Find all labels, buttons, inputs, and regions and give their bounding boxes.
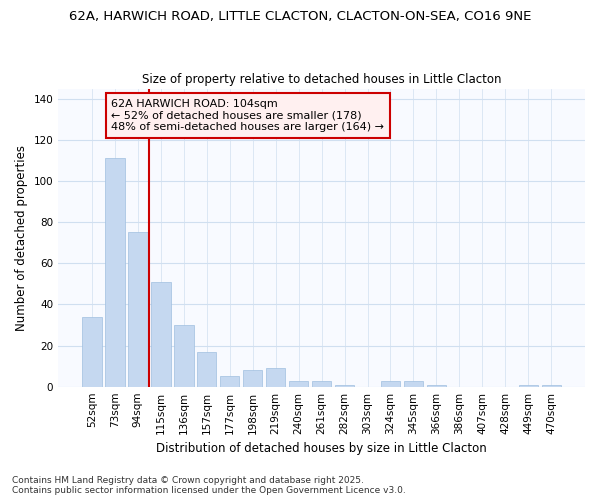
Bar bbox=[266, 368, 286, 386]
Bar bbox=[335, 384, 355, 386]
Y-axis label: Number of detached properties: Number of detached properties bbox=[15, 144, 28, 330]
Bar bbox=[220, 376, 239, 386]
Text: 62A, HARWICH ROAD, LITTLE CLACTON, CLACTON-ON-SEA, CO16 9NE: 62A, HARWICH ROAD, LITTLE CLACTON, CLACT… bbox=[69, 10, 531, 23]
Bar bbox=[243, 370, 262, 386]
Title: Size of property relative to detached houses in Little Clacton: Size of property relative to detached ho… bbox=[142, 73, 502, 86]
Bar bbox=[381, 380, 400, 386]
Text: 62A HARWICH ROAD: 104sqm
← 52% of detached houses are smaller (178)
48% of semi-: 62A HARWICH ROAD: 104sqm ← 52% of detach… bbox=[112, 99, 385, 132]
Bar bbox=[518, 384, 538, 386]
Bar bbox=[105, 158, 125, 386]
Bar bbox=[197, 352, 217, 386]
Bar bbox=[151, 282, 170, 387]
Bar bbox=[542, 384, 561, 386]
Bar bbox=[128, 232, 148, 386]
Bar bbox=[289, 380, 308, 386]
Bar bbox=[427, 384, 446, 386]
X-axis label: Distribution of detached houses by size in Little Clacton: Distribution of detached houses by size … bbox=[156, 442, 487, 455]
Bar bbox=[312, 380, 331, 386]
Bar bbox=[82, 317, 101, 386]
Bar bbox=[404, 380, 423, 386]
Text: Contains HM Land Registry data © Crown copyright and database right 2025.
Contai: Contains HM Land Registry data © Crown c… bbox=[12, 476, 406, 495]
Bar bbox=[174, 325, 194, 386]
